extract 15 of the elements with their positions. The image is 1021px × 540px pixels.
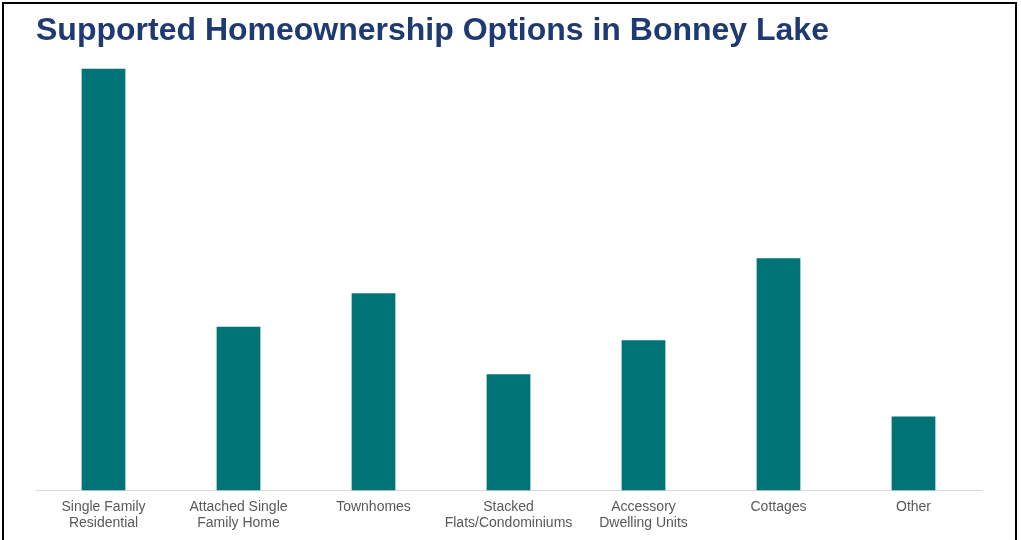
x-tick-label: Other — [895, 497, 932, 514]
bar — [756, 258, 801, 491]
bar — [216, 326, 261, 491]
x-tick-label: Townhomes — [336, 497, 411, 514]
x-tick-label: Attached Single Family Home — [189, 497, 288, 531]
x-tick-label: Stacked Flats/Condominiums — [444, 497, 573, 531]
bar — [351, 293, 396, 491]
bar — [486, 374, 531, 491]
x-tick-label: Accessory Dwelling Units — [599, 497, 688, 531]
x-tick-label: Cottages — [750, 497, 807, 514]
chart-title: Supported Homeownership Options in Bonney Lake — [36, 11, 829, 48]
x-tick-label: Single Family Residential — [61, 497, 146, 531]
bar — [81, 68, 126, 491]
bar — [891, 416, 936, 491]
bar — [621, 340, 666, 491]
